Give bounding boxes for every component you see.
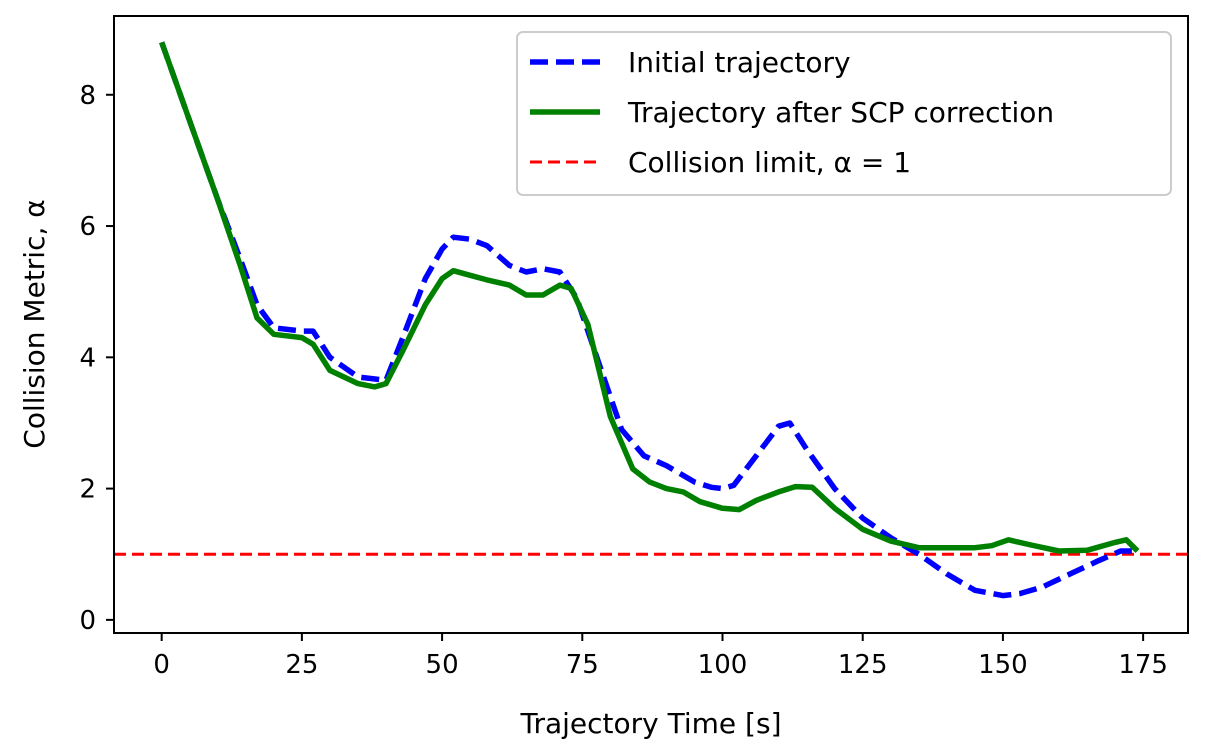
y-tick-label: 4: [79, 343, 96, 373]
y-tick-label: 2: [79, 475, 96, 505]
x-tick-label: 50: [426, 650, 459, 680]
x-axis-label: Trajectory Time [s]: [519, 707, 781, 740]
x-axis: 0 25 50 75 100 125 150 175: [153, 633, 1168, 680]
legend-label-scp: Trajectory after SCP correction: [627, 96, 1054, 129]
plot-lines: [114, 41, 1188, 599]
x-tick-label: 75: [566, 650, 599, 680]
legend-label-initial: Initial trajectory: [628, 46, 851, 79]
x-tick-label: 150: [978, 650, 1028, 680]
legend-box: [516, 31, 1172, 196]
series-line-scp: [159, 41, 1140, 554]
legend: Initial trajectory Trajectory after SCP …: [516, 31, 1172, 196]
x-tick-label: 25: [285, 650, 318, 680]
x-tick-label: 0: [153, 650, 170, 680]
y-axis-label: Collision Metric, α: [18, 199, 51, 448]
x-tick-label: 175: [1118, 650, 1168, 680]
y-tick-label: 0: [79, 606, 96, 636]
x-tick-label: 125: [838, 650, 888, 680]
series-line-initial: [159, 41, 1132, 599]
x-tick-label: 100: [698, 650, 748, 680]
y-tick-label: 8: [79, 81, 96, 111]
y-axis: 0 2 4 6 8: [79, 81, 114, 636]
y-tick-label: 6: [79, 212, 96, 242]
plot-frame: [113, 15, 1189, 634]
legend-label-limit: Collision limit, α = 1: [628, 146, 911, 179]
